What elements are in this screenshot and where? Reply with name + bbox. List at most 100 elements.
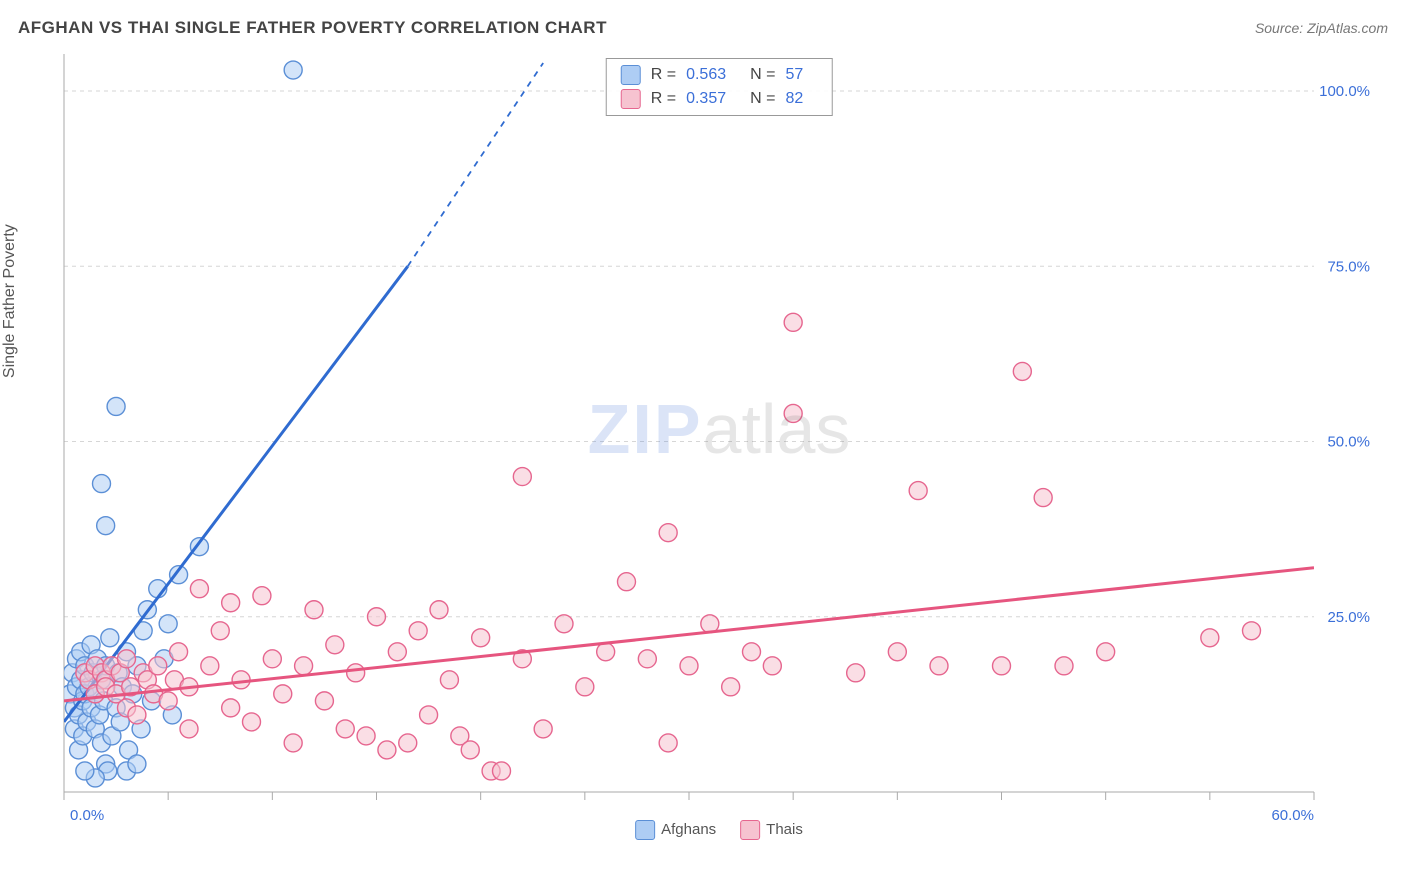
data-point <box>680 657 698 675</box>
data-point <box>847 664 865 682</box>
data-point <box>399 734 417 752</box>
legend-label: Afghans <box>661 821 716 838</box>
data-point <box>128 755 146 773</box>
data-point <box>461 741 479 759</box>
data-point <box>326 636 344 654</box>
source-label: Source: ZipAtlas.com <box>1255 20 1388 36</box>
x-tick-start: 0.0% <box>70 807 104 824</box>
data-point <box>513 468 531 486</box>
stat-row: R = 0.563 N = 57 <box>621 63 818 87</box>
data-point <box>222 594 240 612</box>
data-point <box>430 601 448 619</box>
y-tick-label: 75.0% <box>1327 258 1370 275</box>
data-point <box>993 657 1011 675</box>
data-point <box>243 713 261 731</box>
data-point <box>1201 629 1219 647</box>
stat-N-label: N = <box>750 66 775 84</box>
data-point <box>659 734 677 752</box>
data-point <box>1055 657 1073 675</box>
data-point <box>1097 643 1115 661</box>
data-point <box>576 678 594 696</box>
legend-item: Afghans <box>635 820 716 840</box>
y-tick-label: 50.0% <box>1327 434 1370 451</box>
data-point <box>743 643 761 661</box>
data-point <box>107 397 125 415</box>
data-point <box>357 727 375 745</box>
data-point <box>336 720 354 738</box>
data-point <box>284 734 302 752</box>
data-point <box>638 650 656 668</box>
plot-area: 25.0%50.0%75.0%100.0%0.0%60.0% ZIPatlas … <box>54 50 1384 840</box>
data-point <box>784 404 802 422</box>
data-point <box>368 608 386 626</box>
data-point <box>493 762 511 780</box>
data-point <box>97 517 115 535</box>
data-point <box>149 657 167 675</box>
regression-line <box>64 568 1314 701</box>
stat-swatch <box>621 89 641 109</box>
data-point <box>440 671 458 689</box>
data-point <box>101 629 119 647</box>
series-legend: Afghans Thais <box>635 820 803 840</box>
chart-title: AFGHAN VS THAI SINGLE FATHER POVERTY COR… <box>18 18 607 37</box>
y-tick-label: 25.0% <box>1327 609 1370 626</box>
legend-swatch <box>635 820 655 840</box>
stat-row: R = 0.357 N = 82 <box>621 87 818 111</box>
stat-R-value: 0.357 <box>686 90 726 108</box>
y-axis-label: Single Father Poverty <box>1 224 19 378</box>
data-point <box>388 643 406 661</box>
stat-R-value: 0.563 <box>686 66 726 84</box>
data-point <box>305 601 323 619</box>
data-point <box>295 657 313 675</box>
data-point <box>253 587 271 605</box>
data-point <box>211 622 229 640</box>
data-point <box>274 685 292 703</box>
scatter-plot-svg: 25.0% 50.0% 75.0% 100.0% 0.0% 60.0% <box>54 50 1384 840</box>
stat-R-label: R = <box>651 90 676 108</box>
data-point <box>930 657 948 675</box>
data-point <box>555 615 573 633</box>
data-point <box>128 706 146 724</box>
data-point <box>315 692 333 710</box>
data-point <box>378 741 396 759</box>
stats-legend-box: R = 0.563 N = 57 R = 0.357 N = 82 <box>606 58 833 116</box>
data-point <box>222 699 240 717</box>
data-point <box>784 313 802 331</box>
data-point <box>597 643 615 661</box>
data-point <box>1013 362 1031 380</box>
stat-swatch <box>621 65 641 85</box>
data-point <box>180 720 198 738</box>
data-point <box>1243 622 1261 640</box>
legend-item: Thais <box>740 820 803 840</box>
stat-R-label: R = <box>651 66 676 84</box>
data-point <box>909 482 927 500</box>
data-point <box>534 720 552 738</box>
data-point <box>888 643 906 661</box>
stat-N-value: 57 <box>785 66 803 84</box>
data-point <box>763 657 781 675</box>
data-point <box>201 657 219 675</box>
stat-N-value: 82 <box>785 90 803 108</box>
regression-line-dash <box>408 63 543 266</box>
stat-N-label: N = <box>750 90 775 108</box>
data-point <box>347 664 365 682</box>
data-point <box>263 650 281 668</box>
data-point <box>284 61 302 79</box>
data-point <box>170 643 188 661</box>
x-tick-end: 60.0% <box>1271 807 1314 824</box>
data-point <box>409 622 427 640</box>
data-point <box>618 573 636 591</box>
data-point <box>420 706 438 724</box>
data-point <box>659 524 677 542</box>
series-points <box>76 313 1261 780</box>
data-point <box>159 692 177 710</box>
y-tick-label: 100.0% <box>1319 83 1370 100</box>
data-point <box>722 678 740 696</box>
legend-label: Thais <box>766 821 803 838</box>
data-point <box>118 650 136 668</box>
regression-line <box>64 266 408 722</box>
legend-swatch <box>740 820 760 840</box>
data-point <box>472 629 490 647</box>
data-point <box>190 580 208 598</box>
data-point <box>159 615 177 633</box>
